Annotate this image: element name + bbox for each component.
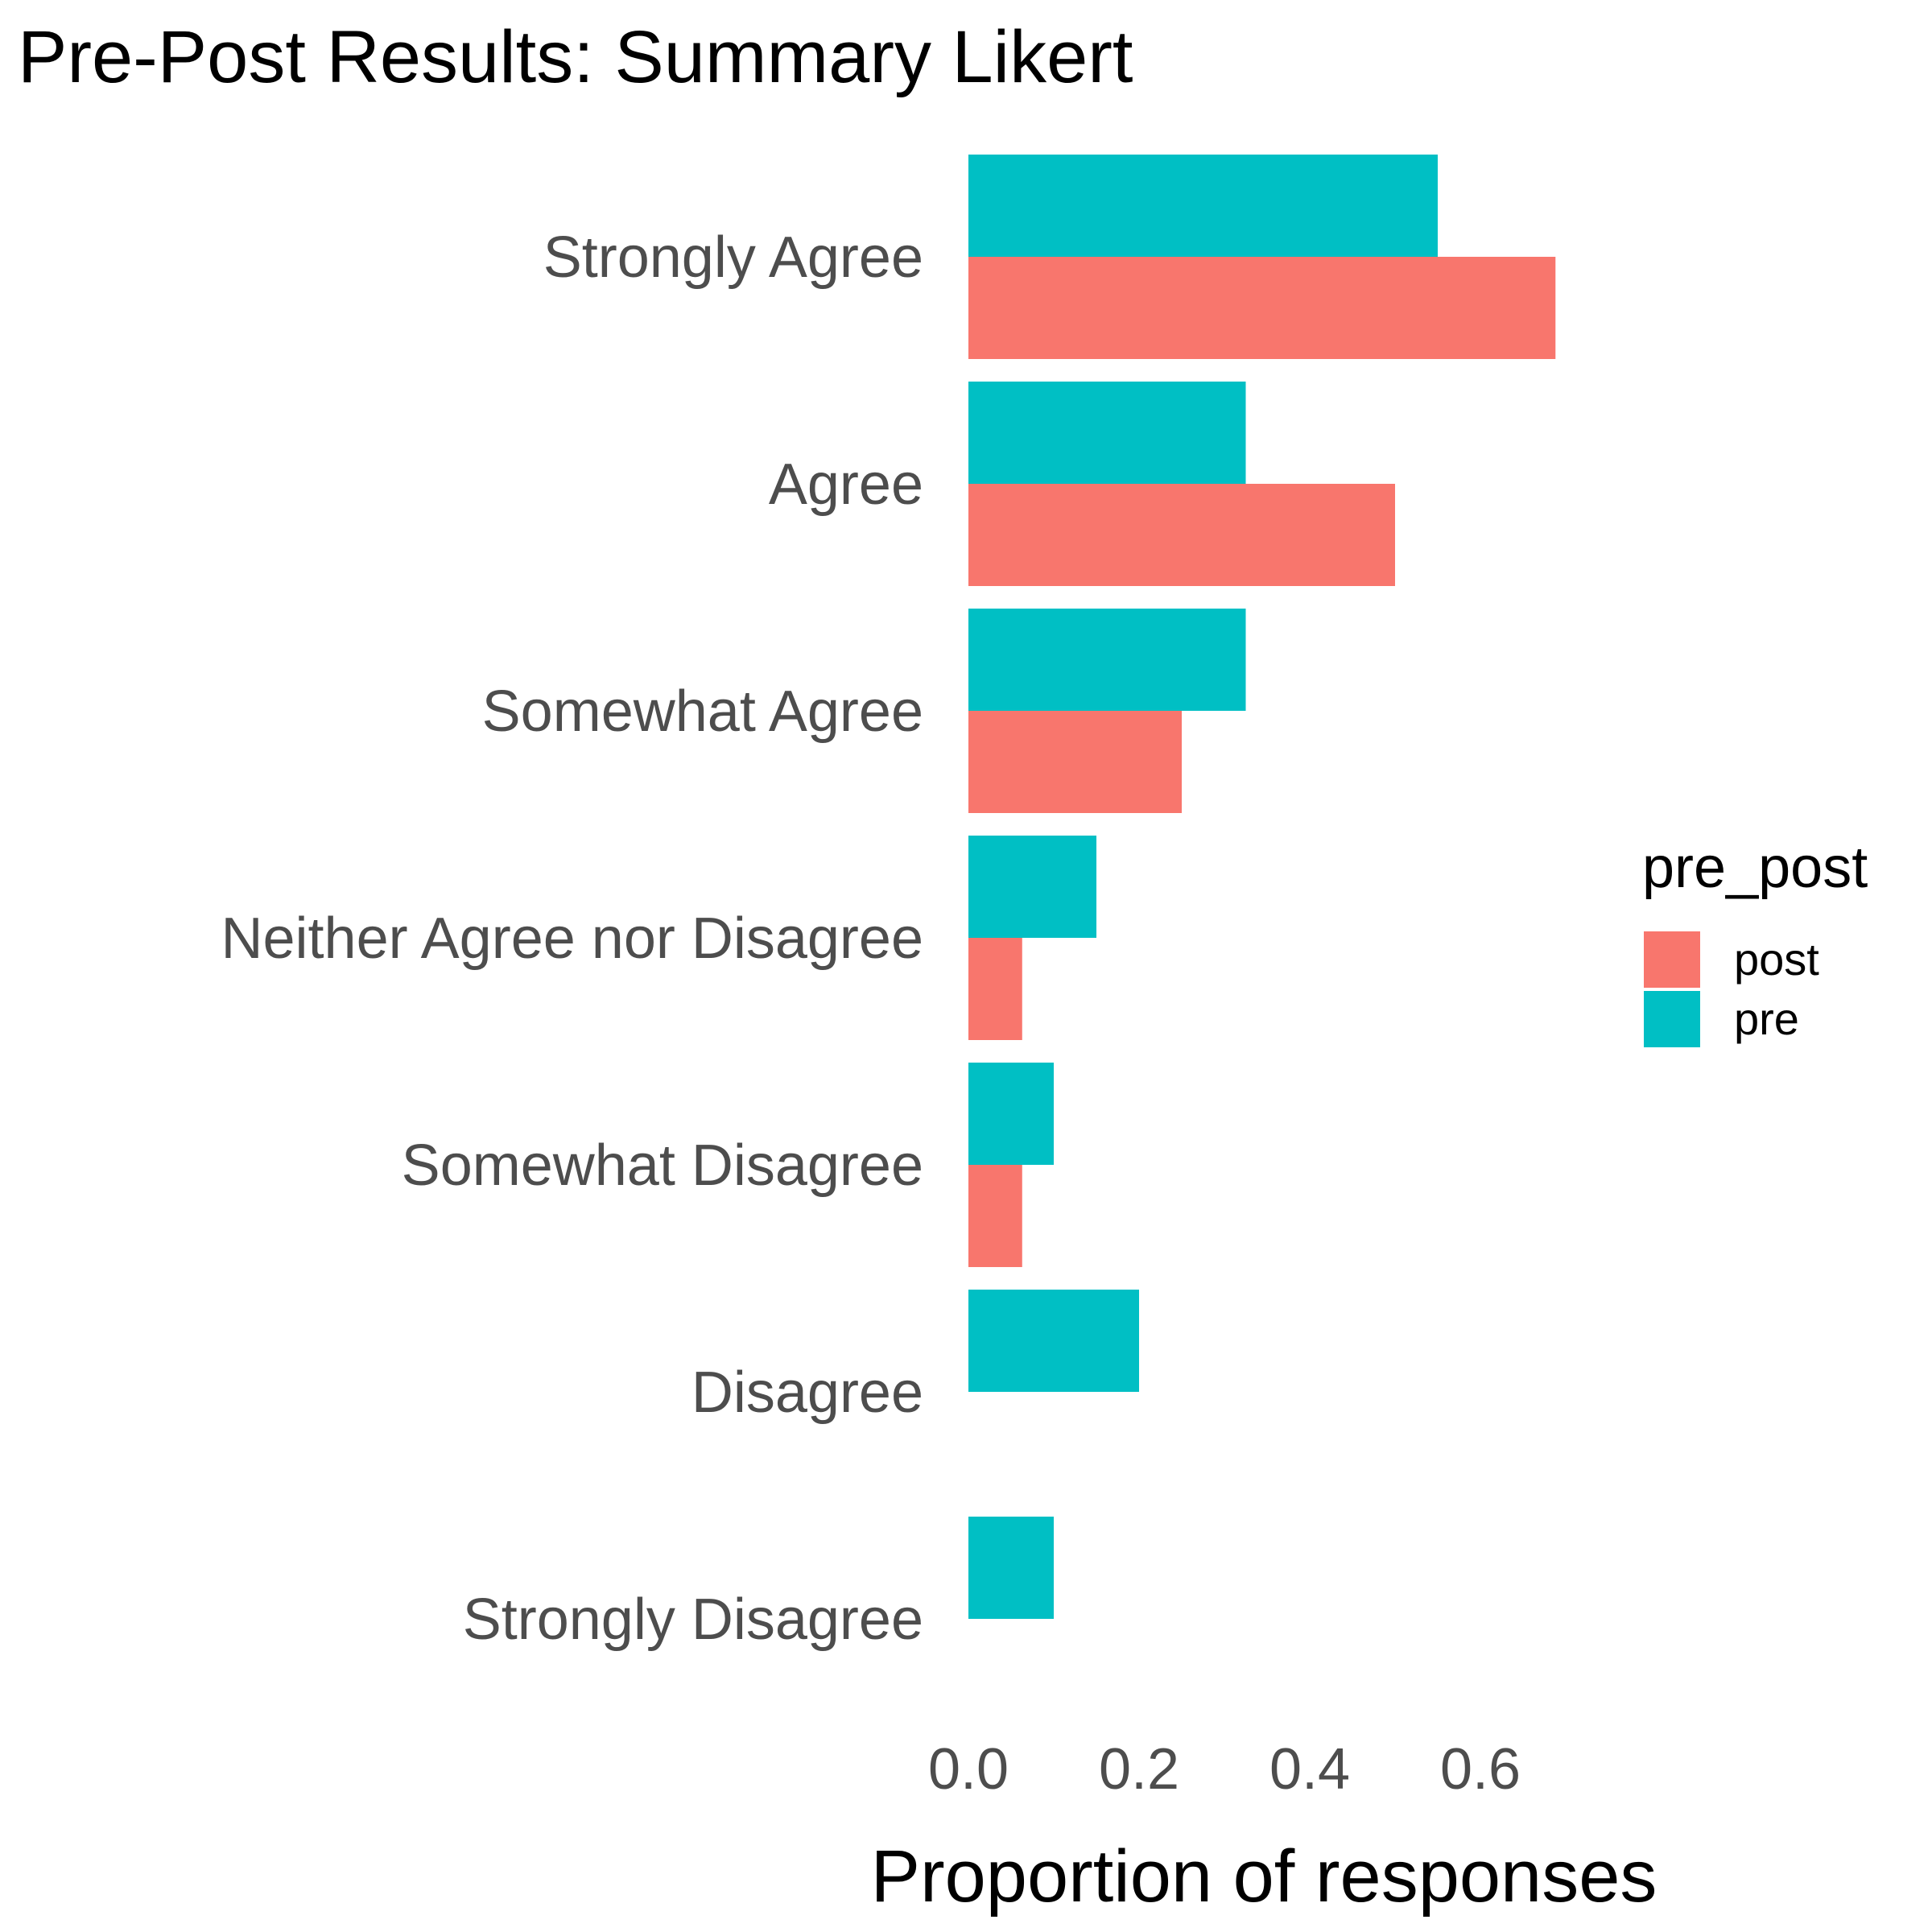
category-label-strongly-disagree: Strongly Disagree	[463, 1587, 923, 1652]
x-tick-labels: 0.0 0.2 0.4 0.6	[928, 1737, 1521, 1802]
x-axis-title: Proportion of responses	[871, 1835, 1657, 1918]
category-label-disagree: Disagree	[691, 1360, 923, 1425]
chart-title: Pre-Post Results: Summary Likert	[18, 16, 1133, 98]
category-label-agree: Agree	[769, 452, 923, 517]
category-labels: Strongly Agree Agree Somewhat Agree Neither…	[221, 225, 923, 1652]
x-tick-label: 0.4	[1269, 1737, 1350, 1802]
bar-pre-strongly-disagree	[968, 1517, 1054, 1619]
bar-pre-disagree	[968, 1290, 1139, 1392]
category-label-neither-agree-nor-disagree: Neither Agree nor Disagree	[221, 906, 923, 971]
legend-label-post: post	[1734, 934, 1819, 985]
category-label-strongly-agree: Strongly Agree	[543, 225, 923, 290]
x-tick-label: 0.0	[928, 1737, 1009, 1802]
legend-title: pre_post	[1642, 836, 1868, 900]
x-tick-label: 0.6	[1440, 1737, 1521, 1802]
bar-pre-somewhat-agree	[968, 609, 1246, 711]
bar-post-somewhat-disagree	[968, 1165, 1022, 1267]
category-label-somewhat-disagree: Somewhat Disagree	[402, 1133, 923, 1198]
legend-label-pre: pre	[1734, 993, 1799, 1044]
bars-group	[968, 155, 1556, 1619]
bar-post-strongly-agree	[968, 257, 1556, 359]
bar-pre-strongly-agree	[968, 155, 1438, 257]
legend-swatch-post	[1644, 931, 1700, 988]
bar-post-neither-agree-nor-disagree	[968, 938, 1022, 1040]
bar-pre-somewhat-disagree	[968, 1063, 1054, 1165]
bar-pre-agree	[968, 382, 1246, 484]
bar-post-somewhat-agree	[968, 711, 1182, 813]
bar-post-agree	[968, 484, 1395, 586]
legend-swatch-pre	[1644, 991, 1700, 1047]
category-label-somewhat-agree: Somewhat Agree	[482, 679, 923, 744]
x-tick-label: 0.2	[1099, 1737, 1179, 1802]
legend: pre_post post pre	[1642, 836, 1868, 1047]
bar-pre-neither-agree-nor-disagree	[968, 836, 1096, 938]
